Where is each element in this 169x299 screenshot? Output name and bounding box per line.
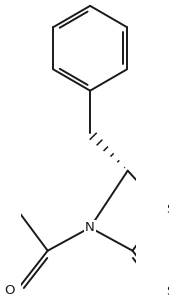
Text: S: S (166, 285, 169, 298)
Text: N: N (85, 221, 95, 234)
Text: S: S (166, 203, 169, 216)
Text: O: O (4, 284, 14, 297)
